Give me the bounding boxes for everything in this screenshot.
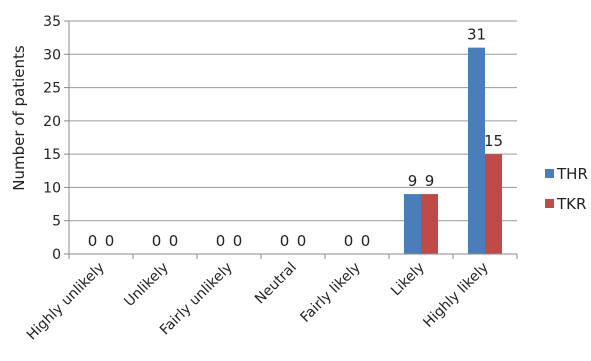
- y-tick-label: 15: [43, 147, 61, 163]
- data-label: 0: [152, 232, 162, 250]
- y-tick-label: 25: [43, 81, 61, 97]
- data-label: 0: [361, 232, 371, 250]
- data-label: 0: [88, 232, 98, 250]
- data-label: 0: [216, 232, 226, 250]
- bar-thr: [468, 47, 485, 254]
- bar-tkr: [421, 194, 438, 254]
- bar-thr: [404, 194, 421, 254]
- y-tick-label: 5: [52, 214, 61, 230]
- axes: 0 5 10 15 20 25 30 35 Highly unlikely Unlikely Fai…: [24, 14, 518, 344]
- x-category-label: Fairly likely: [298, 260, 364, 326]
- data-label: 0: [169, 232, 179, 250]
- y-tick-label: 30: [43, 47, 61, 63]
- y-tick-label: 35: [43, 14, 61, 30]
- y-axis-label: Number of patients: [10, 45, 28, 191]
- y-tick-label: 10: [43, 180, 61, 196]
- x-category-label: Likely: [388, 260, 428, 300]
- legend-label-tkr: TKR: [556, 195, 586, 213]
- x-category-label: Neutral: [252, 260, 300, 308]
- x-category-label: Highly likely: [420, 260, 491, 331]
- data-label: 0: [280, 232, 290, 250]
- data-label: 9: [408, 172, 418, 190]
- data-label: 9: [425, 172, 435, 190]
- x-category-label: Highly unlikely: [24, 260, 108, 344]
- legend-label-thr: THR: [556, 165, 588, 183]
- legend: THR TKR: [545, 165, 588, 213]
- y-tick-label: 0: [52, 247, 61, 263]
- data-label: 0: [105, 232, 115, 250]
- data-label: 31: [467, 26, 486, 44]
- data-label: 0: [297, 232, 307, 250]
- legend-swatch-tkr: [545, 199, 554, 208]
- y-tick-label: 20: [43, 114, 61, 130]
- gridlines: [69, 20, 517, 222]
- bar-tkr: [485, 154, 502, 254]
- x-category-label: Unlikely: [121, 260, 171, 310]
- bars: [404, 47, 502, 254]
- data-label: 15: [484, 132, 503, 150]
- data-label: 0: [344, 232, 354, 250]
- data-label: 0: [233, 232, 243, 250]
- legend-swatch-thr: [545, 169, 554, 178]
